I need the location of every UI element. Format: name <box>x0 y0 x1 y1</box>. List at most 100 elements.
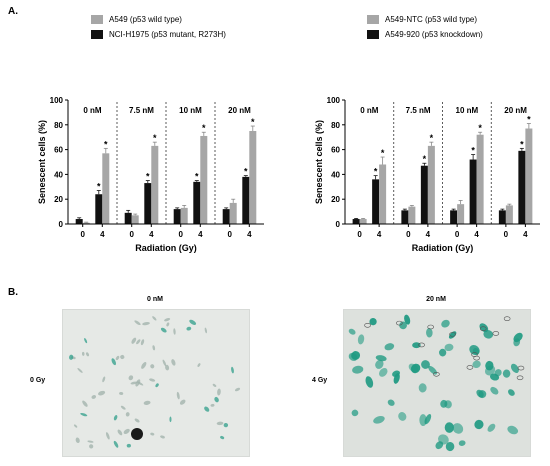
cell-outline <box>433 371 440 377</box>
debris <box>131 428 143 440</box>
cell <box>418 383 427 393</box>
micrograph-image <box>344 310 530 456</box>
cell <box>115 355 120 361</box>
cell <box>412 342 421 349</box>
cell <box>84 338 88 344</box>
significance-mark: * <box>202 123 206 133</box>
significance-mark: * <box>244 167 248 177</box>
cell <box>483 329 494 339</box>
cell <box>204 406 210 412</box>
bar <box>249 131 257 224</box>
cell <box>142 321 150 326</box>
cell <box>117 429 123 436</box>
x-tick-label: 4 <box>377 230 382 239</box>
cell <box>365 376 374 388</box>
cell <box>445 441 455 452</box>
bar <box>352 219 360 224</box>
bar <box>180 207 188 224</box>
cell <box>91 395 97 399</box>
cell <box>136 339 141 345</box>
cell <box>216 421 224 426</box>
cell <box>140 339 145 346</box>
cell <box>452 423 464 434</box>
cell <box>474 419 484 430</box>
x-tick-label: 4 <box>474 230 479 239</box>
legend-swatch-black <box>367 30 379 39</box>
significance-mark: * <box>153 133 157 143</box>
group-label: 0 nM <box>360 106 379 115</box>
micrograph-row-label: 0 Gy <box>30 377 46 384</box>
cell <box>348 328 356 335</box>
cell <box>89 444 94 449</box>
cell <box>160 327 167 333</box>
cell <box>494 369 502 377</box>
bar <box>401 210 409 224</box>
x-tick-label: 4 <box>426 230 431 239</box>
cell <box>152 345 156 351</box>
cell <box>82 400 88 407</box>
cell <box>441 319 450 328</box>
cell <box>189 319 197 325</box>
x-tick-label: 4 <box>100 230 105 239</box>
cell <box>164 318 171 322</box>
significance-mark: * <box>146 172 150 182</box>
cell-outline <box>517 365 525 371</box>
bar <box>242 176 250 224</box>
x-tick-label: 0 <box>357 230 362 239</box>
cell <box>165 364 170 371</box>
significance-mark: * <box>97 182 101 192</box>
cell <box>234 387 241 392</box>
x-tick-label: 4 <box>198 230 203 239</box>
x-axis-label: Radiation (Gy) <box>412 243 474 253</box>
bar <box>408 206 416 224</box>
cell <box>375 355 387 362</box>
micrograph-image <box>63 310 249 456</box>
cell <box>73 424 78 428</box>
cell <box>80 412 88 417</box>
cell <box>155 383 159 388</box>
cell-outline <box>492 331 500 336</box>
cell <box>125 412 130 417</box>
cell <box>507 425 519 435</box>
cell <box>399 321 407 330</box>
cell <box>134 320 141 326</box>
x-tick-label: 4 <box>247 230 252 239</box>
cell <box>513 332 523 343</box>
y-tick-label: 80 <box>54 121 63 130</box>
cell <box>171 359 176 366</box>
cell <box>111 358 116 366</box>
cell-outline <box>418 342 425 348</box>
cell <box>387 399 395 406</box>
legend-item: A549-920 (p53 knockdown) <box>367 29 483 44</box>
significance-mark: * <box>381 148 385 158</box>
legend-item: NCI-H1975 (p53 mutant, R273H) <box>91 29 226 44</box>
group-label: 7.5 nM <box>406 106 431 115</box>
cell <box>373 416 385 424</box>
y-tick-label: 60 <box>54 146 63 155</box>
y-tick-label: 0 <box>336 220 341 229</box>
x-axis-label: Radiation (Gy) <box>135 243 197 253</box>
cell <box>160 435 165 439</box>
x-tick-label: 0 <box>80 230 85 239</box>
cell <box>162 359 167 367</box>
cell <box>444 400 452 409</box>
bar <box>131 215 139 224</box>
bar <box>193 181 201 224</box>
legend-left: A549 (p53 wild type) NCI-H1975 (p53 muta… <box>91 14 226 44</box>
bar <box>124 212 132 224</box>
y-tick-label: 80 <box>331 121 340 130</box>
cell <box>126 443 131 448</box>
cell <box>392 370 401 377</box>
cell <box>102 376 106 383</box>
cell <box>81 351 85 356</box>
x-tick-label: 4 <box>149 230 154 239</box>
cell <box>149 378 156 382</box>
bar <box>525 128 533 224</box>
cell-outline <box>466 365 474 370</box>
cell <box>113 440 119 448</box>
group-label: 20 nM <box>504 106 527 115</box>
cell <box>123 428 130 434</box>
x-tick-label: 0 <box>129 230 134 239</box>
bar <box>173 209 181 224</box>
